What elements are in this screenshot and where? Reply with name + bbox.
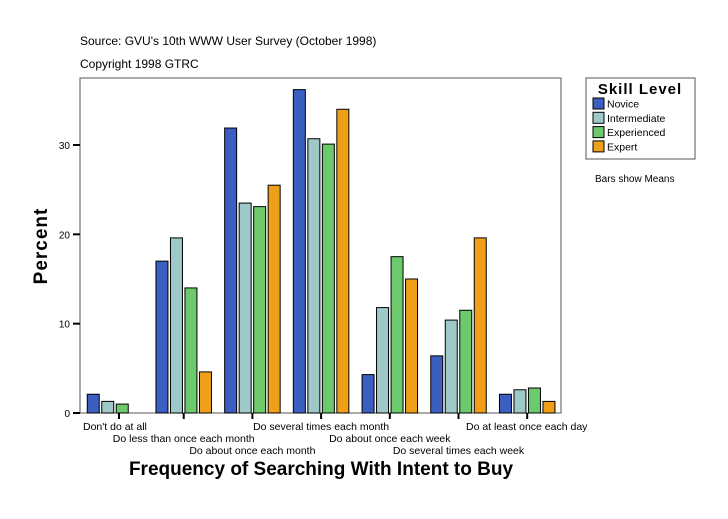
bar-experienced-1 xyxy=(184,287,198,414)
bar-intermediate-3 xyxy=(307,138,321,414)
bar-experienced-6 xyxy=(527,387,541,414)
x-tick-label: Don't do at all xyxy=(83,421,147,433)
legend: Skill Level Novice Intermediate Experience… xyxy=(585,77,696,160)
bar-novice-0 xyxy=(86,393,100,414)
legend-swatch-intermediate xyxy=(592,111,605,124)
bar-intermediate-0 xyxy=(101,400,115,414)
source-text: Source: GVU's 10th WWW User Survey (Octo… xyxy=(80,34,376,48)
bar-expert-4 xyxy=(405,278,419,414)
bar-expert-6 xyxy=(542,400,556,414)
legend-swatch-novice xyxy=(592,97,605,110)
y-tick-label: 0 xyxy=(64,409,70,420)
legend-label: Experienced xyxy=(607,127,666,139)
bar-experienced-5 xyxy=(459,309,473,414)
legend-swatch-expert xyxy=(592,140,605,153)
bar-expert-1 xyxy=(198,371,212,414)
bar-novice-3 xyxy=(292,89,306,414)
x-tick-label: Do several times each month xyxy=(253,421,389,433)
bar-expert-2 xyxy=(267,184,281,414)
legend-label: Novice xyxy=(607,99,639,111)
x-tick-label: Do at least once each day xyxy=(466,421,588,433)
y-axis-label: Percent xyxy=(31,208,52,285)
bar-experienced-0 xyxy=(115,403,129,414)
bar-novice-2 xyxy=(224,127,238,414)
bar-intermediate-6 xyxy=(513,389,527,414)
bar-expert-5 xyxy=(473,237,487,414)
legend-label: Expert xyxy=(607,141,637,153)
y-tick-label: 10 xyxy=(59,320,71,331)
bar-experienced-4 xyxy=(390,256,404,414)
x-tick-label: Do about once each month xyxy=(189,445,315,457)
bar-novice-1 xyxy=(155,260,169,414)
y-tick-label: 30 xyxy=(59,141,71,152)
bar-experienced-3 xyxy=(321,143,335,414)
legend-label: Intermediate xyxy=(607,113,666,125)
bar-intermediate-2 xyxy=(238,202,252,414)
bar-novice-4 xyxy=(361,374,375,414)
legend-swatch-experienced xyxy=(592,126,605,139)
x-tick-label: Do several times each week xyxy=(393,445,525,457)
copyright-text: Copyright 1998 GTRC xyxy=(80,57,199,71)
bar-intermediate-1 xyxy=(169,237,183,414)
x-axis-label: Frequency of Searching With Intent to Bu… xyxy=(129,459,514,480)
legend-title: Skill Level xyxy=(598,81,682,98)
y-tick-label: 20 xyxy=(59,230,71,241)
note-text: Bars show Means xyxy=(595,174,674,185)
bar-intermediate-5 xyxy=(444,319,458,414)
x-tick-label: Do less than once each month xyxy=(113,433,255,445)
bar-expert-3 xyxy=(336,108,350,414)
plot-area xyxy=(79,77,562,414)
bar-novice-5 xyxy=(430,355,444,414)
bar-intermediate-4 xyxy=(376,307,390,414)
bar-experienced-2 xyxy=(253,206,267,414)
bar-novice-6 xyxy=(498,393,512,414)
x-tick-label: Do about once each week xyxy=(329,433,451,445)
